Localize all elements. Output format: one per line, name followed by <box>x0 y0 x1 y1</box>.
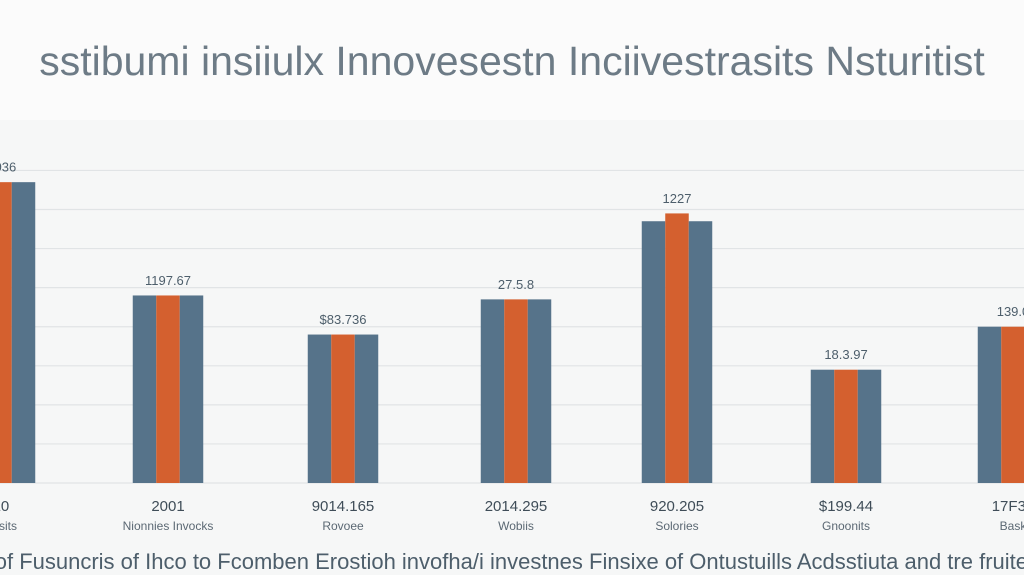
bar <box>0 182 12 484</box>
bar <box>527 299 552 483</box>
bar <box>132 295 157 483</box>
bar <box>11 182 36 484</box>
bar <box>354 334 379 483</box>
x-tick-code: 9014.165 <box>312 498 375 515</box>
x-tick-code: E0 <box>0 498 9 515</box>
x-tick-label: Bask <box>1000 519 1024 533</box>
x-tick-code: 17F31 <box>992 498 1024 515</box>
x-tick-code: 2014.295 <box>485 498 548 515</box>
bar <box>810 369 835 483</box>
x-tick-code: 920.205 <box>650 498 704 515</box>
x-tick-label: Wobiis <box>498 519 534 533</box>
chart-footer: Rir of Fusuncris of Ihco to Fcomben Eros… <box>0 549 1024 574</box>
bar <box>331 334 355 483</box>
bar-label: 27.5.8 <box>498 277 534 292</box>
bar <box>665 213 689 483</box>
bar <box>307 334 332 483</box>
bar-label: 1227 <box>663 191 692 206</box>
bar <box>834 369 858 483</box>
bar-label: 1.936 <box>0 160 16 175</box>
bar <box>156 295 180 483</box>
title-band <box>0 0 1024 120</box>
chart-title: sstibumi insiiulx Innovesestn Inciivestr… <box>39 38 985 84</box>
x-tick-label: Gnoonits <box>822 519 870 533</box>
bar <box>977 326 1002 483</box>
bar <box>641 221 666 484</box>
bar <box>504 299 528 483</box>
x-tick-label: Nionnies Invocks <box>123 519 214 533</box>
bar <box>857 369 882 483</box>
x-tick-label: Rovoee <box>322 519 364 533</box>
bar-label: $83.736 <box>320 312 367 327</box>
x-tick-label: Solories <box>655 519 698 533</box>
bar-label: 139.0 <box>997 304 1024 319</box>
bar <box>179 295 204 483</box>
bar-label: 18.3.97 <box>824 347 867 362</box>
bar <box>1001 326 1024 483</box>
x-tick-code: 2001 <box>151 498 184 515</box>
bar-label: 1197.67 <box>145 273 191 288</box>
bar <box>688 221 713 484</box>
x-tick-label: estsits <box>0 519 17 533</box>
bar <box>480 299 505 483</box>
x-tick-code: $199.44 <box>819 498 873 515</box>
